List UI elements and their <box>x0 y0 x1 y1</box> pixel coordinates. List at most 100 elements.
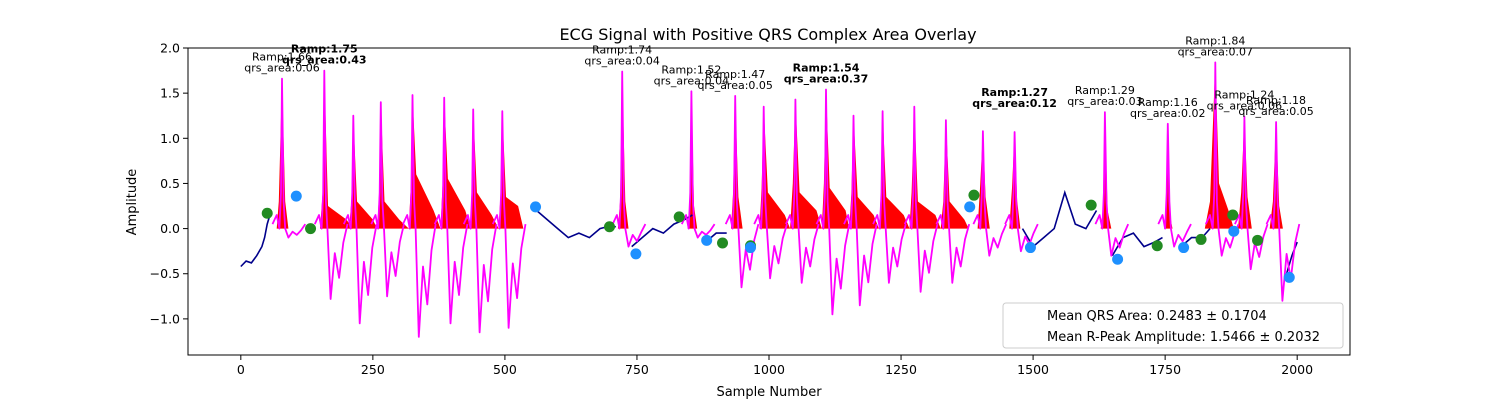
qrs-beat-8 <box>611 70 647 248</box>
x-tick-label-1: 250 <box>361 362 385 377</box>
x-tick-label-7: 1750 <box>1149 362 1181 377</box>
qrs-area-fill-2 <box>349 115 378 229</box>
qrs-area-fill-13 <box>821 89 850 229</box>
ecg-signal-lines <box>240 61 1301 338</box>
y-tick-label-3: 0.5 <box>160 176 180 191</box>
y-tick-label-2: 0.0 <box>160 221 180 236</box>
qrs-offset-marker-7 <box>1112 253 1124 265</box>
peak-annotation-9-line-0: Ramp:1.84 <box>1185 34 1245 47</box>
peak-annotation-3-line-1: qrs_area:0.04 <box>654 74 729 87</box>
qrs-area-fill-12 <box>790 99 822 229</box>
qrs-onset-marker-0 <box>261 207 273 219</box>
legend-r-peak-amplitude: Mean R-Peak Amplitude: 1.5466 ± 0.2032 <box>1047 330 1320 345</box>
qrs-beat-7 <box>491 110 527 329</box>
qrs-onset-marker-9 <box>1195 233 1207 245</box>
qrs-area-fill-22 <box>1204 62 1234 229</box>
qrs-beat-6 <box>462 108 498 334</box>
qrs-onset-marker-1 <box>305 223 317 235</box>
qrs-beat-11 <box>753 105 788 280</box>
qrs-beat-2 <box>342 114 378 325</box>
qrs-offset-marker-9 <box>1228 225 1240 237</box>
peak-annotation-0-line-0: Ramp:1.66 <box>252 51 312 64</box>
qrs-onset-marker-6 <box>968 189 980 201</box>
qrs-beat-10 <box>724 95 760 289</box>
x-tick-label-6: 1500 <box>1017 362 1049 377</box>
x-tick-label-2: 500 <box>493 362 517 377</box>
x-axis: 0 250 500 750 1000 1250 1500 1750 2000 <box>237 355 1313 377</box>
y-tick-label-0: −1.0 <box>150 311 180 326</box>
qrs-area-fill-14 <box>849 115 879 229</box>
y-tick-label-1: −0.5 <box>150 266 180 281</box>
peak-annotation-10-line-0: Ramp:1.24 <box>1214 89 1274 102</box>
qrs-beat-9 <box>680 90 716 239</box>
peak-annotation-3-line-0: Ramp:1.52 <box>661 63 721 76</box>
qrs-onset-marker-7 <box>1085 199 1097 211</box>
qrs-area-fill-6 <box>470 109 499 229</box>
peak-annotation-4-line-0: Ramp:1.47 <box>705 68 765 81</box>
qrs-onset-marker-2 <box>603 221 615 233</box>
x-tick-label-3: 750 <box>625 362 649 377</box>
peak-annotation-6-line-0: Ramp:1.27 <box>981 86 1048 99</box>
qrs-area-fill-15 <box>878 111 910 229</box>
peak-annotation-10-line-1: qrs_area:0.06 <box>1207 100 1282 113</box>
x-axis-label: Sample Number <box>716 385 822 400</box>
y-axis: −1.0 −0.5 0.0 0.5 1.0 1.5 2.0 <box>150 41 188 326</box>
peak-annotation-7-line-0: Ramp:1.29 <box>1075 84 1135 97</box>
qrs-area-fill-11 <box>759 106 791 229</box>
peak-annotation-9-line-1: qrs_area:0.07 <box>1178 45 1253 58</box>
qrs-onset-marker-4 <box>717 237 729 249</box>
qrs-area-fill-7 <box>498 111 524 229</box>
x-tick-label-4: 1000 <box>753 362 785 377</box>
peak-annotation-2-line-1: qrs_area:0.04 <box>584 54 659 67</box>
qrs-beat-0 <box>271 77 307 239</box>
qrs-area-fill-5 <box>440 97 471 229</box>
qrs-beat-15 <box>872 110 907 284</box>
qrs-area-fill-16 <box>909 106 941 229</box>
legend-box <box>1002 302 1344 349</box>
qrs-offset-marker-5 <box>964 201 976 213</box>
qrs-beat-4 <box>402 94 437 338</box>
qrs-beat-22 <box>1204 61 1240 257</box>
qrs-offset-marker-0 <box>290 190 302 202</box>
legend: Mean QRS Area: 0.2483 ± 0.1704 Mean R-Pe… <box>1002 302 1344 349</box>
qrs-onset-marker-10 <box>1227 209 1239 221</box>
qrs-beat-5 <box>433 96 469 325</box>
legend-qrs-area: Mean QRS Area: 0.2483 ± 0.1704 <box>1047 309 1267 324</box>
plot-area: Ramp:1.66 qrs_area:0.06 Ramp:1.75 qrs_area:… <box>240 34 1314 338</box>
baseline-signal-start <box>240 214 271 268</box>
qrs-beat-1 <box>313 69 349 300</box>
peak-annotation-4-line-1: qrs_area:0.05 <box>697 79 772 92</box>
qrs-onset-marker-11 <box>1252 234 1264 246</box>
qrs-offset-marker-3 <box>701 234 713 246</box>
qrs-area-fill-3 <box>377 102 409 229</box>
qrs-beat-18 <box>972 130 1008 257</box>
qrs-beat-21 <box>1157 122 1192 248</box>
qrs-area-fill-4 <box>408 95 441 229</box>
qrs-beat-23 <box>1234 115 1269 271</box>
qrs-markers <box>261 189 1295 283</box>
peak-annotations: Ramp:1.66 qrs_area:0.06 Ramp:1.75 qrs_area:… <box>244 34 1314 119</box>
qrs-beat-3 <box>370 101 405 298</box>
qrs-offset-marker-2 <box>630 248 642 260</box>
x-tick-label-5: 1250 <box>885 362 917 377</box>
peak-annotation-8-line-1: qrs_area:0.02 <box>1130 107 1205 120</box>
qrs-offset-marker-1 <box>530 201 542 213</box>
peak-annotation-5-line-0: Ramp:1.54 <box>793 62 860 75</box>
qrs-beat-12 <box>785 98 820 284</box>
peak-annotation-11-line-0: Ramp:1.18 <box>1246 94 1306 107</box>
x-tick-label-8: 2000 <box>1281 362 1313 377</box>
qrs-offset-marker-6 <box>1024 242 1036 254</box>
qrs-offset-marker-10 <box>1283 271 1295 283</box>
peak-annotation-1-line-0: Ramp:1.75 <box>291 43 358 56</box>
peak-annotation-8-line-0: Ramp:1.16 <box>1138 96 1198 109</box>
y-tick-label-6: 2.0 <box>160 41 180 56</box>
x-tick-label-0: 0 <box>237 362 245 377</box>
qrs-onset-marker-3 <box>673 211 685 223</box>
qrs-area-fill-1 <box>320 70 353 229</box>
qrs-beat-16 <box>903 105 939 293</box>
peak-annotation-5-line-1: qrs_area:0.37 <box>784 73 869 86</box>
y-tick-label-4: 1.0 <box>160 131 180 146</box>
qrs-beat-17 <box>935 119 971 284</box>
peak-annotation-2-line-0: Ramp:1.74 <box>592 43 652 56</box>
peak-annotation-11-line-1: qrs_area:0.05 <box>1238 105 1313 118</box>
